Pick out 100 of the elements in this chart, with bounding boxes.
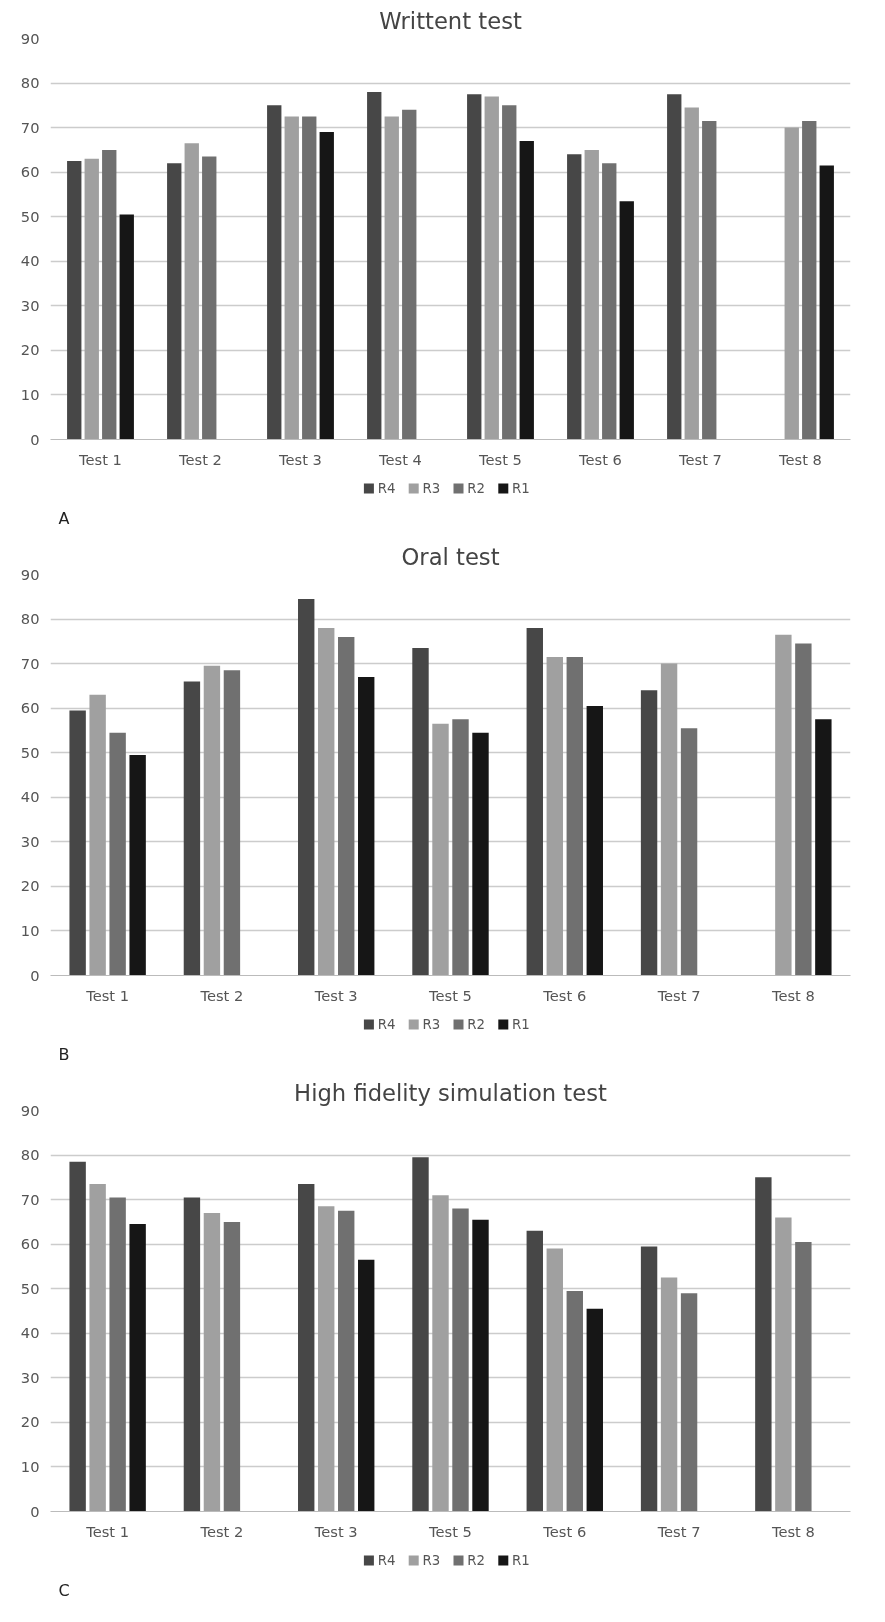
bar <box>318 627 335 976</box>
y-tick-label: 0 <box>30 430 40 448</box>
bar <box>584 149 599 440</box>
bar <box>484 96 499 440</box>
bar <box>89 1184 106 1512</box>
bar <box>223 1221 241 1512</box>
x-tick-label: Test 3 <box>313 986 358 1004</box>
bar <box>284 116 299 440</box>
x-tick-label: Test 5 <box>478 450 522 468</box>
bar <box>298 1184 315 1512</box>
y-tick-label: 10 <box>20 921 40 939</box>
bar <box>84 158 99 440</box>
y-tick-label: 40 <box>20 252 40 270</box>
bar <box>318 1206 335 1512</box>
y-tick-label: 20 <box>20 877 40 895</box>
bar <box>566 1290 583 1512</box>
bar <box>69 1161 86 1512</box>
x-tick-label: Test 2 <box>199 986 244 1004</box>
legend-label: R1 <box>512 481 530 496</box>
legend-label: R3 <box>422 481 441 496</box>
y-tick-label: 60 <box>20 163 40 181</box>
bar <box>566 656 583 976</box>
y-tick-label: 30 <box>20 296 40 314</box>
y-tick-label: 20 <box>20 341 40 359</box>
bar <box>502 105 517 440</box>
x-tick-label: Test 1 <box>85 1522 130 1540</box>
bar <box>69 710 86 976</box>
bar <box>432 723 449 976</box>
bar <box>472 732 489 976</box>
bar <box>119 214 134 440</box>
legend-label: R2 <box>467 1553 486 1568</box>
bar <box>660 663 678 976</box>
bar <box>586 1308 603 1512</box>
y-tick-label: 90 <box>20 565 40 583</box>
x-tick-label: Test 8 <box>770 1522 815 1540</box>
chart-title: Oral test <box>401 543 500 570</box>
x-tick-label: Test 8 <box>778 450 822 468</box>
bar <box>267 105 282 440</box>
bar <box>102 149 117 440</box>
bar <box>319 132 334 440</box>
x-tick-label: Test 7 <box>678 450 722 468</box>
bar <box>802 120 817 440</box>
bar <box>640 1246 658 1512</box>
bar <box>129 754 146 976</box>
y-tick-label: 80 <box>20 610 40 628</box>
y-tick-label: 60 <box>20 699 40 717</box>
bar <box>129 1224 146 1512</box>
y-tick-label: 0 <box>30 1502 40 1520</box>
bar <box>302 116 317 440</box>
bar <box>184 143 199 440</box>
bar <box>640 690 658 976</box>
bar <box>202 156 217 440</box>
bar <box>784 127 799 440</box>
x-tick-label: Test 5 <box>428 986 472 1004</box>
x-tick-label: Test 6 <box>578 450 622 468</box>
bar <box>775 634 792 976</box>
bar <box>467 94 482 440</box>
bar <box>109 1197 126 1512</box>
bar <box>684 107 699 440</box>
legend-label: R3 <box>422 1553 441 1568</box>
y-tick-label: 90 <box>20 1101 40 1119</box>
text: C <box>58 1580 70 1600</box>
x-tick-label: Test 6 <box>542 1522 587 1540</box>
bar <box>667 94 682 440</box>
y-tick-label: 70 <box>20 654 40 672</box>
legend-label: R1 <box>512 1017 530 1032</box>
bar <box>519 140 534 440</box>
bar <box>546 656 563 976</box>
y-tick-label: 30 <box>20 832 40 850</box>
text: B <box>58 1044 70 1064</box>
y-tick-label: 10 <box>20 385 40 403</box>
bar <box>183 1197 201 1512</box>
x-tick-label: Test 2 <box>178 450 222 468</box>
y-tick-label: 0 <box>30 966 40 984</box>
y-tick-label: 50 <box>20 1279 40 1297</box>
bar <box>109 732 126 976</box>
x-tick-label: Test 1 <box>78 450 122 468</box>
bar <box>526 627 543 976</box>
x-tick-label: Test 7 <box>656 1522 701 1540</box>
x-tick-label: Test 1 <box>85 986 130 1004</box>
y-tick-label: 50 <box>20 207 40 225</box>
bar <box>795 1241 812 1512</box>
y-tick-label: 50 <box>20 743 40 761</box>
y-tick-label: 30 <box>20 1368 40 1386</box>
bar <box>432 1195 449 1512</box>
bar <box>755 1177 772 1512</box>
legend-label: R2 <box>467 481 486 496</box>
x-tick-label: Test 5 <box>428 1522 472 1540</box>
legend-label: R2 <box>467 1017 486 1032</box>
bar <box>89 694 106 976</box>
y-tick-label: 80 <box>20 1146 40 1164</box>
bar <box>602 163 617 440</box>
bar <box>338 1210 355 1512</box>
bar <box>402 109 417 440</box>
x-tick-label: Test 2 <box>199 1522 244 1540</box>
x-tick-label: Test 4 <box>378 450 422 468</box>
y-tick-label: 60 <box>20 1235 40 1253</box>
bar <box>815 719 832 976</box>
bar <box>819 165 834 440</box>
bar <box>775 1217 792 1512</box>
